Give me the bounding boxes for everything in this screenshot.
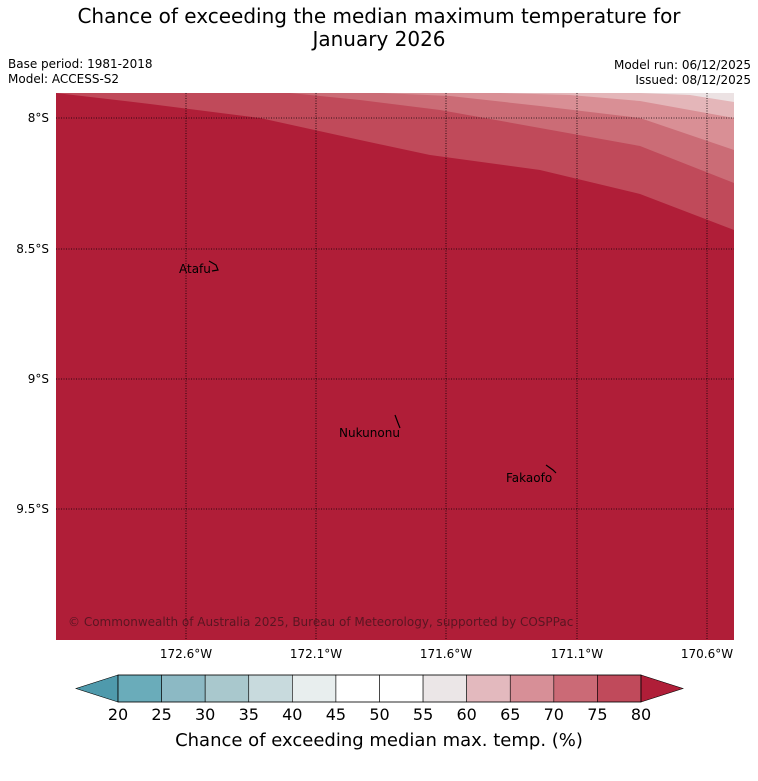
- place-label-atafu: Atafu: [179, 262, 211, 276]
- lat-label-9s: 9°S: [27, 372, 49, 386]
- lat-label-8-5s: 8.5°S: [16, 242, 49, 256]
- colorbar-segment: [204, 674, 250, 703]
- band-55-60: [640, 93, 734, 102]
- lat-label-8s: 8°S: [27, 111, 49, 125]
- colorbar-segment: [422, 674, 467, 703]
- colorbar-segment: [466, 674, 511, 703]
- colorbar-segment: [117, 674, 162, 703]
- copyright-notice: © Commonwealth of Australia 2025, Bureau…: [68, 615, 573, 629]
- lon-label-172-1w: 172.1°W: [289, 647, 343, 661]
- colorbar-frame: [117, 674, 642, 703]
- issued-date: Issued: 08/12/2025: [635, 73, 751, 87]
- title-line-1: Chance of exceeding the median maximum t…: [77, 4, 681, 28]
- model-run: Model run: 06/12/2025: [613, 58, 751, 72]
- colorbar-segment: [553, 674, 598, 703]
- graticule: [56, 93, 734, 640]
- colorbar-tick-label: 35: [238, 705, 259, 724]
- colorbar-tick-label: 70: [543, 705, 564, 724]
- colorbar-label: Chance of exceeding median max. temp. (%…: [175, 730, 583, 751]
- chart-title: Chance of exceeding the median maximum t…: [0, 5, 758, 51]
- colorbar-tick-label: 75: [587, 705, 608, 724]
- colorbar-tick-label: 55: [412, 705, 434, 724]
- model-name: Model: ACCESS-S2: [8, 72, 120, 86]
- nukunonu-coastline: [394, 414, 401, 429]
- colorbar-over-arrow: [640, 674, 684, 703]
- title-line-2: January 2026: [312, 27, 446, 51]
- colorbar-segment: [161, 674, 206, 703]
- colorbar-segment: [509, 674, 555, 703]
- meta-left: Base period: 1981-2018 Model: ACCESS-S2: [8, 57, 153, 87]
- colorbar-tick-label: 65: [500, 705, 521, 724]
- colorbar-tick-label: 80: [630, 705, 652, 724]
- place-label-fakaofo: Fakaofo: [506, 471, 552, 485]
- colorbar-segment: [335, 674, 380, 703]
- fakaofo-coastline: [545, 464, 557, 474]
- base-period: Base period: 1981-2018: [8, 57, 153, 71]
- lon-label-171-1w: 171.1°W: [550, 647, 604, 661]
- meta-right: Model run: 06/12/2025 Issued: 08/12/2025: [614, 58, 751, 88]
- colorbar-segment: [292, 674, 337, 703]
- colorbar-tick-label: 25: [151, 705, 172, 724]
- colorbar-tick-label: 40: [282, 705, 303, 724]
- colorbar-segment: [248, 674, 293, 703]
- atafu-coastline: [208, 260, 219, 272]
- colorbar-tick-label: 30: [195, 705, 216, 724]
- band-65-70: [380, 93, 734, 150]
- colorbar-tick-label: 20: [107, 705, 129, 724]
- map-panel: Atafu Nukunonu Fakaofo © Commonwealth of…: [56, 93, 734, 640]
- lon-label-170-6w: 170.6°W: [680, 647, 734, 661]
- colorbar-segments: [117, 674, 642, 703]
- colorbar-tick-label: 50: [369, 705, 390, 724]
- place-label-nukunonu: Nukunonu: [339, 426, 400, 440]
- colorbar-tick-label: 60: [456, 705, 477, 724]
- lat-label-9-5s: 9.5°S: [16, 502, 49, 516]
- colorbar: [75, 674, 684, 703]
- colorbar-segment: [379, 674, 424, 703]
- band-60-65: [500, 93, 734, 118]
- lon-label-172-6w: 172.6°W: [159, 647, 213, 661]
- colorbar-segment: [597, 674, 642, 703]
- lon-label-171-6w: 171.6°W: [419, 647, 473, 661]
- colorbar-tick-label: 45: [325, 705, 347, 724]
- colorbar-under-arrow: [75, 674, 119, 703]
